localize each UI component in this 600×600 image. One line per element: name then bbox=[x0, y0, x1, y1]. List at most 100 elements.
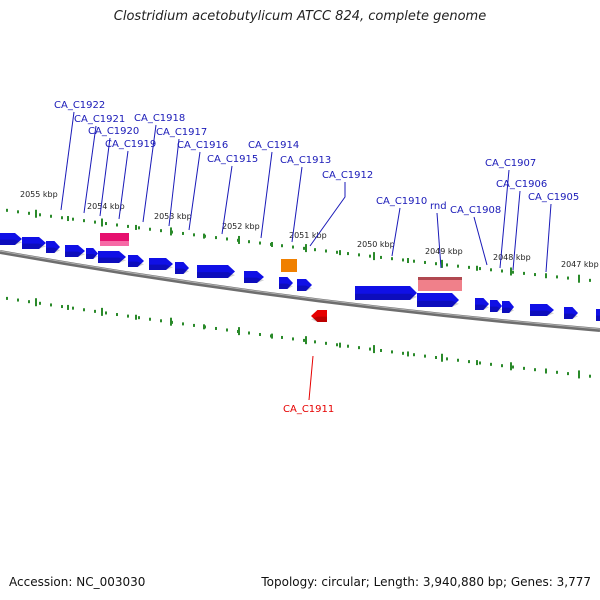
scale-dot bbox=[413, 353, 415, 357]
scale-dot bbox=[435, 262, 437, 266]
scale-minor-tick bbox=[407, 258, 409, 264]
gene-arrow[interactable] bbox=[197, 265, 235, 278]
scale-minor-tick bbox=[135, 314, 137, 320]
scale-major-tick bbox=[441, 353, 443, 362]
scale-dot bbox=[281, 244, 283, 248]
scale-dot bbox=[105, 311, 107, 315]
scale-tick-labels: 2055 kbp 2054 kbp 2053 kbp 2052 kbp 2051 kbp… bbox=[20, 190, 599, 269]
scale-dot bbox=[325, 341, 327, 345]
gene-arrow[interactable] bbox=[128, 255, 144, 267]
gene-label: CA_C1922 bbox=[54, 100, 105, 111]
scale-major-tick bbox=[373, 345, 375, 354]
gene-label: CA_C1914 bbox=[248, 140, 299, 151]
scale-dot bbox=[556, 370, 558, 374]
scale-dot bbox=[28, 300, 30, 304]
gene-label: rnd bbox=[430, 201, 447, 212]
scale-dot bbox=[424, 260, 426, 264]
gene-label-leader bbox=[221, 165, 233, 235]
scale-dot bbox=[314, 340, 316, 344]
scale-minor-tick bbox=[135, 224, 137, 230]
scale-major-tick bbox=[35, 209, 37, 218]
gene-arrow[interactable] bbox=[596, 309, 600, 322]
scale-dot bbox=[523, 271, 525, 275]
gene-arrow[interactable] bbox=[86, 248, 98, 259]
feature-track bbox=[0, 233, 600, 322]
scale-dot bbox=[402, 351, 404, 355]
gene-label-leader bbox=[260, 151, 273, 239]
scale-dot bbox=[534, 273, 536, 277]
scale-minor-tick bbox=[67, 304, 69, 310]
gene-arrow[interactable] bbox=[279, 277, 293, 290]
gene-label-leader bbox=[188, 151, 201, 231]
gene-label-leader bbox=[436, 212, 442, 269]
gene-label: CA_C1915 bbox=[207, 154, 258, 165]
gene-arrow-reverse-highlighted[interactable] bbox=[311, 310, 327, 322]
gene-label-leader bbox=[99, 137, 111, 217]
gene-label: CA_C1917 bbox=[156, 127, 207, 138]
misc-feature[interactable] bbox=[281, 259, 297, 272]
gene-arrow[interactable] bbox=[175, 262, 189, 275]
gene-arrow[interactable] bbox=[22, 237, 46, 250]
trna-feature-shade bbox=[100, 241, 129, 246]
gene-arrow[interactable] bbox=[355, 286, 417, 300]
scale-dot bbox=[61, 305, 63, 309]
scale-dot bbox=[567, 372, 569, 376]
gene-label: CA_C1919 bbox=[105, 139, 156, 150]
gene-label-leader bbox=[473, 216, 488, 266]
scale-dot bbox=[127, 314, 129, 318]
scale-dot bbox=[303, 246, 305, 250]
map-title: Clostridium acetobutylicum ATCC 824, com… bbox=[113, 9, 487, 24]
scale-dot bbox=[193, 323, 195, 327]
scale-major-tick bbox=[510, 362, 512, 371]
gene-arrow[interactable] bbox=[502, 301, 514, 313]
scale-dot bbox=[479, 267, 481, 271]
scale-dot bbox=[468, 360, 470, 364]
scale-dot bbox=[215, 236, 217, 240]
gene-arrow[interactable] bbox=[564, 307, 578, 319]
genome-backbone-highlight bbox=[0, 250, 600, 330]
scale-major-tick bbox=[510, 267, 512, 276]
accession-label: Accession: NC_003030 bbox=[9, 575, 146, 589]
scale-dot bbox=[215, 326, 217, 330]
scale-dot bbox=[523, 366, 525, 370]
scale-dot bbox=[116, 313, 118, 317]
scale-dot bbox=[138, 226, 140, 230]
scale-dot bbox=[347, 252, 349, 256]
scale-dot bbox=[336, 250, 338, 254]
scale-dot bbox=[589, 278, 591, 282]
scale-minor-tick bbox=[203, 324, 205, 330]
gene-arrow[interactable] bbox=[98, 251, 126, 263]
scale-track-lower bbox=[6, 296, 591, 379]
scale-tick-label: 2054 kbp bbox=[87, 202, 125, 211]
gene-arrow[interactable] bbox=[149, 258, 173, 270]
rrna-feature[interactable] bbox=[418, 277, 462, 291]
gene-label-leader bbox=[512, 190, 521, 271]
gene-arrow[interactable] bbox=[530, 304, 554, 316]
scale-dot bbox=[127, 224, 129, 228]
scale-dot bbox=[182, 231, 184, 235]
gene-arrow[interactable] bbox=[65, 245, 85, 257]
gene-arrow[interactable] bbox=[475, 298, 489, 310]
gene-arrow[interactable] bbox=[490, 300, 502, 312]
scale-tick-label: 2051 kbp bbox=[289, 231, 327, 240]
scale-major-tick bbox=[305, 336, 307, 345]
gene-arrow[interactable] bbox=[417, 293, 459, 307]
scale-dot bbox=[83, 219, 85, 223]
scale-dot bbox=[72, 306, 74, 310]
rrna-feature-edge bbox=[418, 277, 462, 280]
gene-label-leader bbox=[309, 182, 346, 247]
genome-summary: Topology: circular; Length: 3,940,880 bp… bbox=[261, 575, 591, 589]
scale-dot bbox=[512, 365, 514, 369]
gene-arrow[interactable] bbox=[244, 271, 264, 283]
gene-arrow[interactable] bbox=[46, 241, 60, 253]
scale-tick-label: 2048 kbp bbox=[493, 253, 531, 262]
scale-major-tick bbox=[101, 218, 103, 227]
scale-dot bbox=[292, 245, 294, 249]
gene-label: CA_C1921 bbox=[74, 114, 125, 125]
gene-arrow[interactable] bbox=[0, 233, 22, 246]
scale-track-upper bbox=[6, 208, 591, 283]
gene-label: CA_C1908 bbox=[450, 205, 501, 216]
scale-minor-tick bbox=[545, 368, 547, 374]
gene-label-leader bbox=[391, 207, 401, 257]
gene-arrow[interactable] bbox=[297, 279, 312, 291]
